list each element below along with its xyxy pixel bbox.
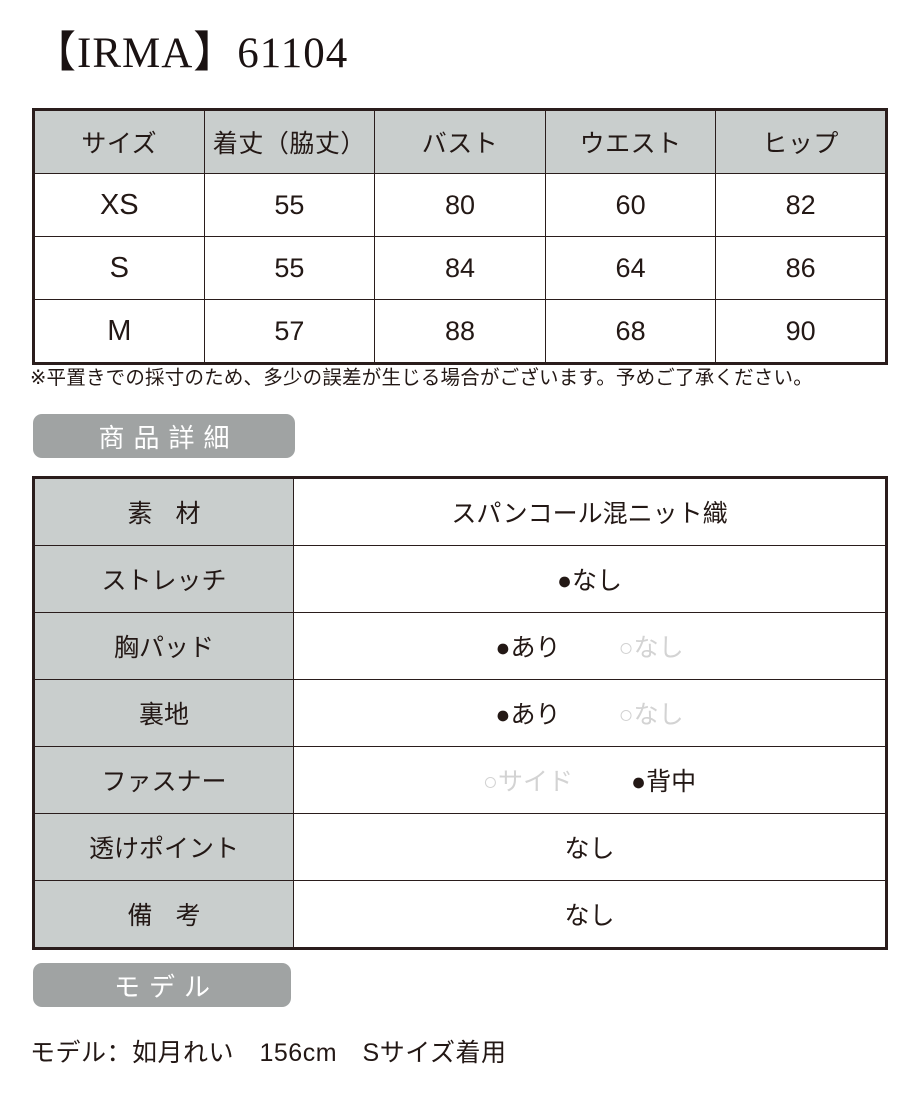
model-info-text: モデル：如月れい 156cm Sサイズ着用 (30, 1039, 507, 1067)
waist-cell: 60 (544, 173, 717, 237)
option-lining-no: ○なし (618, 701, 684, 729)
row-value-stretch: ●なし (293, 545, 887, 613)
table-row: 素 材 スパンコール混ニット織 (33, 477, 887, 546)
row-label-remarks: 備 考 (33, 880, 294, 949)
table-row: 透けポイント なし (33, 813, 887, 881)
table-row: ストレッチ ●なし (33, 545, 887, 613)
size-chart-table: サイズ 着丈（脇丈） バスト ウエスト ヒップ XS 55 80 60 82 S… (32, 108, 888, 365)
length-cell: 57 (203, 299, 376, 364)
hip-column-header: ヒップ (715, 109, 887, 174)
length-column-header: 着丈（脇丈） (203, 109, 376, 174)
size-cell: M (33, 299, 205, 364)
row-value-zipper: ○サイド ●背中 (293, 746, 887, 814)
option-group-lining: ●あり ○なし (294, 695, 885, 731)
row-label-zipper: ファスナー (33, 746, 294, 814)
option-lining-yes: ●あり (495, 701, 561, 729)
size-cell: XS (33, 173, 205, 237)
row-value-material: スパンコール混ニット織 (293, 477, 887, 546)
table-row: 備 考 なし (33, 880, 887, 949)
table-row: ファスナー ○サイド ●背中 (33, 746, 887, 814)
option-group-zipper: ○サイド ●背中 (294, 762, 885, 798)
bust-cell: 88 (374, 299, 546, 364)
waist-cell: 68 (544, 299, 717, 364)
option-stretch-none: ●なし (556, 567, 623, 595)
size-column-header: サイズ (33, 109, 205, 174)
option-bust-pad-yes: ●あり (495, 634, 561, 662)
hip-cell: 82 (715, 173, 887, 237)
section-badge-model: モデル (33, 963, 291, 1007)
table-row: S 55 84 64 86 (33, 236, 887, 300)
row-label-stretch: ストレッチ (33, 545, 294, 613)
product-detail-table: 素 材 スパンコール混ニット織 ストレッチ ●なし 胸パッド ●あり ○なし 裏… (32, 476, 888, 950)
row-label-material: 素 材 (33, 477, 294, 546)
table-row: 裏地 ●あり ○なし (33, 679, 887, 747)
table-row: 胸パッド ●あり ○なし (33, 612, 887, 680)
size-table-header-row: サイズ 着丈（脇丈） バスト ウエスト ヒップ (33, 109, 887, 174)
row-value-lining: ●あり ○なし (293, 679, 887, 747)
row-label-sheer-point: 透けポイント (33, 813, 294, 881)
hip-cell: 86 (715, 236, 887, 300)
option-bust-pad-no: ○なし (618, 634, 684, 662)
measurement-note: ※平置きでの採寸のため、多少の誤差が生じる場合がございます。予めご了承ください。 (30, 367, 813, 389)
length-cell: 55 (203, 173, 376, 237)
page-title: 【IRMA】61104 (33, 30, 349, 77)
waist-column-header: ウエスト (544, 109, 717, 174)
row-value-bust-pad: ●あり ○なし (293, 612, 887, 680)
hip-cell: 90 (715, 299, 887, 364)
row-label-bust-pad: 胸パッド (33, 612, 294, 680)
table-row: M 57 88 68 90 (33, 299, 887, 364)
row-label-lining: 裏地 (33, 679, 294, 747)
bust-cell: 84 (374, 236, 546, 300)
option-zipper-side: ○サイド (482, 768, 573, 796)
option-zipper-back: ●背中 (631, 768, 697, 796)
bust-column-header: バスト (374, 109, 546, 174)
section-badge-product-detail: 商品詳細 (33, 414, 295, 458)
option-group-bust-pad: ●あり ○なし (294, 628, 885, 664)
row-value-remarks: なし (293, 880, 887, 949)
row-value-sheer-point: なし (293, 813, 887, 881)
length-cell: 55 (203, 236, 376, 300)
bust-cell: 80 (374, 173, 546, 237)
waist-cell: 64 (544, 236, 717, 300)
size-cell: S (33, 236, 205, 300)
table-row: XS 55 80 60 82 (33, 173, 887, 237)
